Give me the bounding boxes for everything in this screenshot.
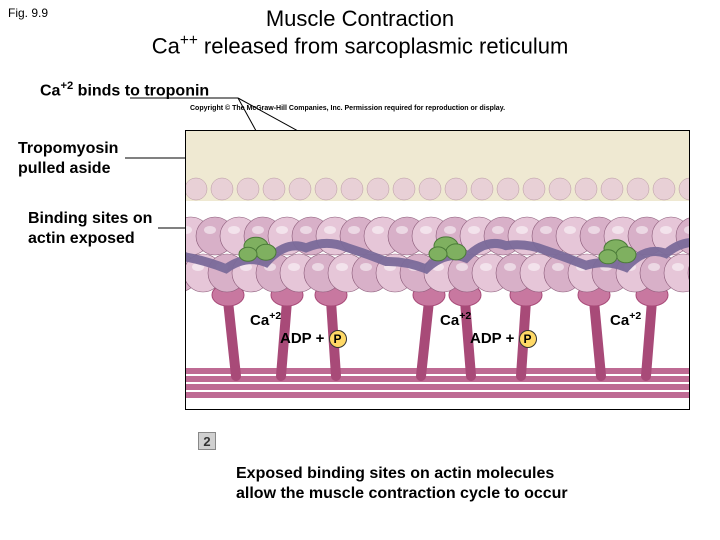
adp2-text: ADP + <box>470 330 519 347</box>
ca3-sup: +2 <box>629 310 641 322</box>
calcium-label-3: Ca+2 <box>610 310 641 329</box>
p2-circle: P <box>519 330 537 348</box>
ca3-pre: Ca <box>610 312 629 329</box>
caption-line-1: Exposed binding sites on actin molecules <box>236 465 554 483</box>
caption-line-2: allow the muscle contraction cycle to oc… <box>236 485 568 503</box>
adp1-text: ADP + <box>280 330 329 347</box>
adp-p-label-1: ADP + P <box>280 330 347 348</box>
calcium-label-1: Ca+2 <box>250 310 281 329</box>
calcium-label-2: Ca+2 <box>440 310 471 329</box>
muscle-diagram <box>185 130 690 410</box>
p1-circle: P <box>329 330 347 348</box>
step-number-badge: 2 <box>198 432 216 450</box>
ca2-pre: Ca <box>440 312 459 329</box>
diagram-svg <box>186 131 690 410</box>
ca1-sup: +2 <box>269 310 281 322</box>
adp-p-label-2: ADP + P <box>470 330 537 348</box>
ca1-pre: Ca <box>250 312 269 329</box>
ca2-sup: +2 <box>459 310 471 322</box>
